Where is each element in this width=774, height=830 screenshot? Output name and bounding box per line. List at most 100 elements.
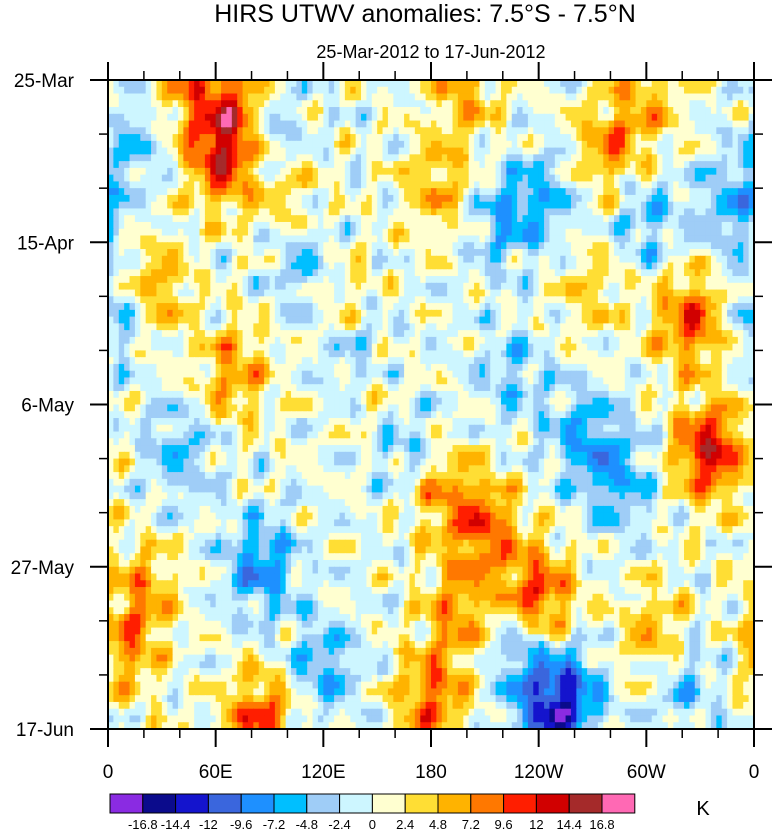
heatmap-cell xyxy=(280,330,287,338)
heatmap-cell xyxy=(474,316,481,324)
heatmap-cell xyxy=(447,262,454,270)
heatmap-cell xyxy=(511,147,518,155)
heatmap-cell xyxy=(366,194,373,203)
heatmap-cell xyxy=(387,255,394,264)
heatmap-cell xyxy=(495,357,502,365)
heatmap-cell xyxy=(371,201,378,210)
heatmap-cell xyxy=(608,154,615,162)
heatmap-cell xyxy=(479,181,486,189)
heatmap-cell xyxy=(264,188,271,196)
heatmap-cell xyxy=(737,181,744,189)
heatmap-cell xyxy=(371,282,378,291)
heatmap-cell xyxy=(377,215,384,223)
heatmap-cell xyxy=(177,174,184,183)
heatmap-cell xyxy=(404,323,411,331)
heatmap-cell xyxy=(581,242,588,250)
heatmap-cell xyxy=(361,289,367,297)
heatmap-cell xyxy=(716,221,723,230)
heatmap-cell xyxy=(172,208,179,216)
heatmap-cell xyxy=(118,86,125,95)
heatmap-cell xyxy=(291,282,298,291)
heatmap-cell xyxy=(387,201,394,210)
heatmap-cell xyxy=(576,269,583,277)
heatmap-cell xyxy=(748,255,755,264)
heatmap-cell xyxy=(635,215,642,223)
heatmap-cell xyxy=(280,107,287,115)
heatmap-cell xyxy=(732,242,739,250)
heatmap-cell xyxy=(651,221,658,230)
heatmap-cell xyxy=(468,242,475,250)
heatmap-cell xyxy=(134,181,141,189)
heatmap-cell xyxy=(355,343,362,352)
heatmap-cell xyxy=(517,154,524,162)
heatmap-cell xyxy=(597,174,604,183)
heatmap-cell xyxy=(361,249,367,257)
heatmap-cell xyxy=(619,161,626,169)
heatmap-cell xyxy=(215,316,222,324)
heatmap-cell xyxy=(247,262,254,270)
heatmap-cell xyxy=(264,154,271,162)
heatmap-cell xyxy=(689,208,696,216)
heatmap-cell xyxy=(134,201,141,210)
heatmap-cell xyxy=(484,249,491,257)
heatmap-cell xyxy=(242,343,249,352)
heatmap-cell xyxy=(538,113,545,122)
heatmap-cell xyxy=(635,249,642,257)
heatmap-cell xyxy=(221,228,228,237)
heatmap-cell xyxy=(527,194,534,203)
heatmap-cell xyxy=(544,86,551,95)
heatmap-cell xyxy=(463,262,470,270)
heatmap-cell xyxy=(344,282,351,291)
heatmap-cell xyxy=(204,303,211,311)
heatmap-cell xyxy=(183,113,190,122)
heatmap-cell xyxy=(172,147,179,155)
heatmap-cell xyxy=(716,282,723,291)
heatmap-cell xyxy=(608,174,615,183)
heatmap-cell xyxy=(118,208,125,216)
heatmap-cell xyxy=(603,194,610,203)
heatmap-cell xyxy=(743,208,750,216)
heatmap-cell xyxy=(328,215,335,223)
heatmap-cell xyxy=(447,181,454,189)
heatmap-cell xyxy=(678,215,685,223)
heatmap-cell xyxy=(156,249,163,257)
heatmap-cell xyxy=(522,107,529,115)
heatmap-cell xyxy=(285,357,292,365)
heatmap-cell xyxy=(269,330,276,338)
heatmap-cell xyxy=(344,80,351,88)
heatmap-cell xyxy=(640,167,647,176)
heatmap-cell xyxy=(484,161,491,169)
heatmap-cell xyxy=(673,154,680,162)
heatmap-cell xyxy=(194,167,201,176)
heatmap-cell xyxy=(743,201,750,210)
heatmap-cell xyxy=(673,235,680,243)
heatmap-cell xyxy=(495,201,502,210)
heatmap-cell xyxy=(500,282,507,291)
heatmap-cell xyxy=(215,113,222,122)
heatmap-cell xyxy=(522,336,529,345)
heatmap-cell xyxy=(576,140,583,149)
heatmap-cell xyxy=(280,161,287,169)
heatmap-cell xyxy=(544,127,551,135)
heatmap-cell xyxy=(307,289,314,297)
heatmap-cell xyxy=(700,276,707,284)
heatmap-cell xyxy=(226,215,233,223)
heatmap-cell xyxy=(371,357,378,365)
heatmap-cell xyxy=(603,336,610,345)
heatmap-cell xyxy=(350,235,357,243)
heatmap-cell xyxy=(393,86,400,95)
heatmap-cell xyxy=(274,80,281,88)
heatmap-cell xyxy=(554,323,561,331)
heatmap-cell xyxy=(129,140,136,149)
heatmap-cell xyxy=(339,134,346,142)
heatmap-cell xyxy=(350,262,357,270)
heatmap-cell xyxy=(237,269,244,277)
heatmap-cell xyxy=(231,161,238,169)
heatmap-cell xyxy=(694,194,701,203)
heatmap-cell xyxy=(592,296,599,304)
heatmap-cell xyxy=(118,269,125,277)
heatmap-cell xyxy=(355,161,362,169)
heatmap-cell xyxy=(511,134,518,142)
heatmap-cell xyxy=(221,208,228,216)
heatmap-cell xyxy=(727,276,734,284)
